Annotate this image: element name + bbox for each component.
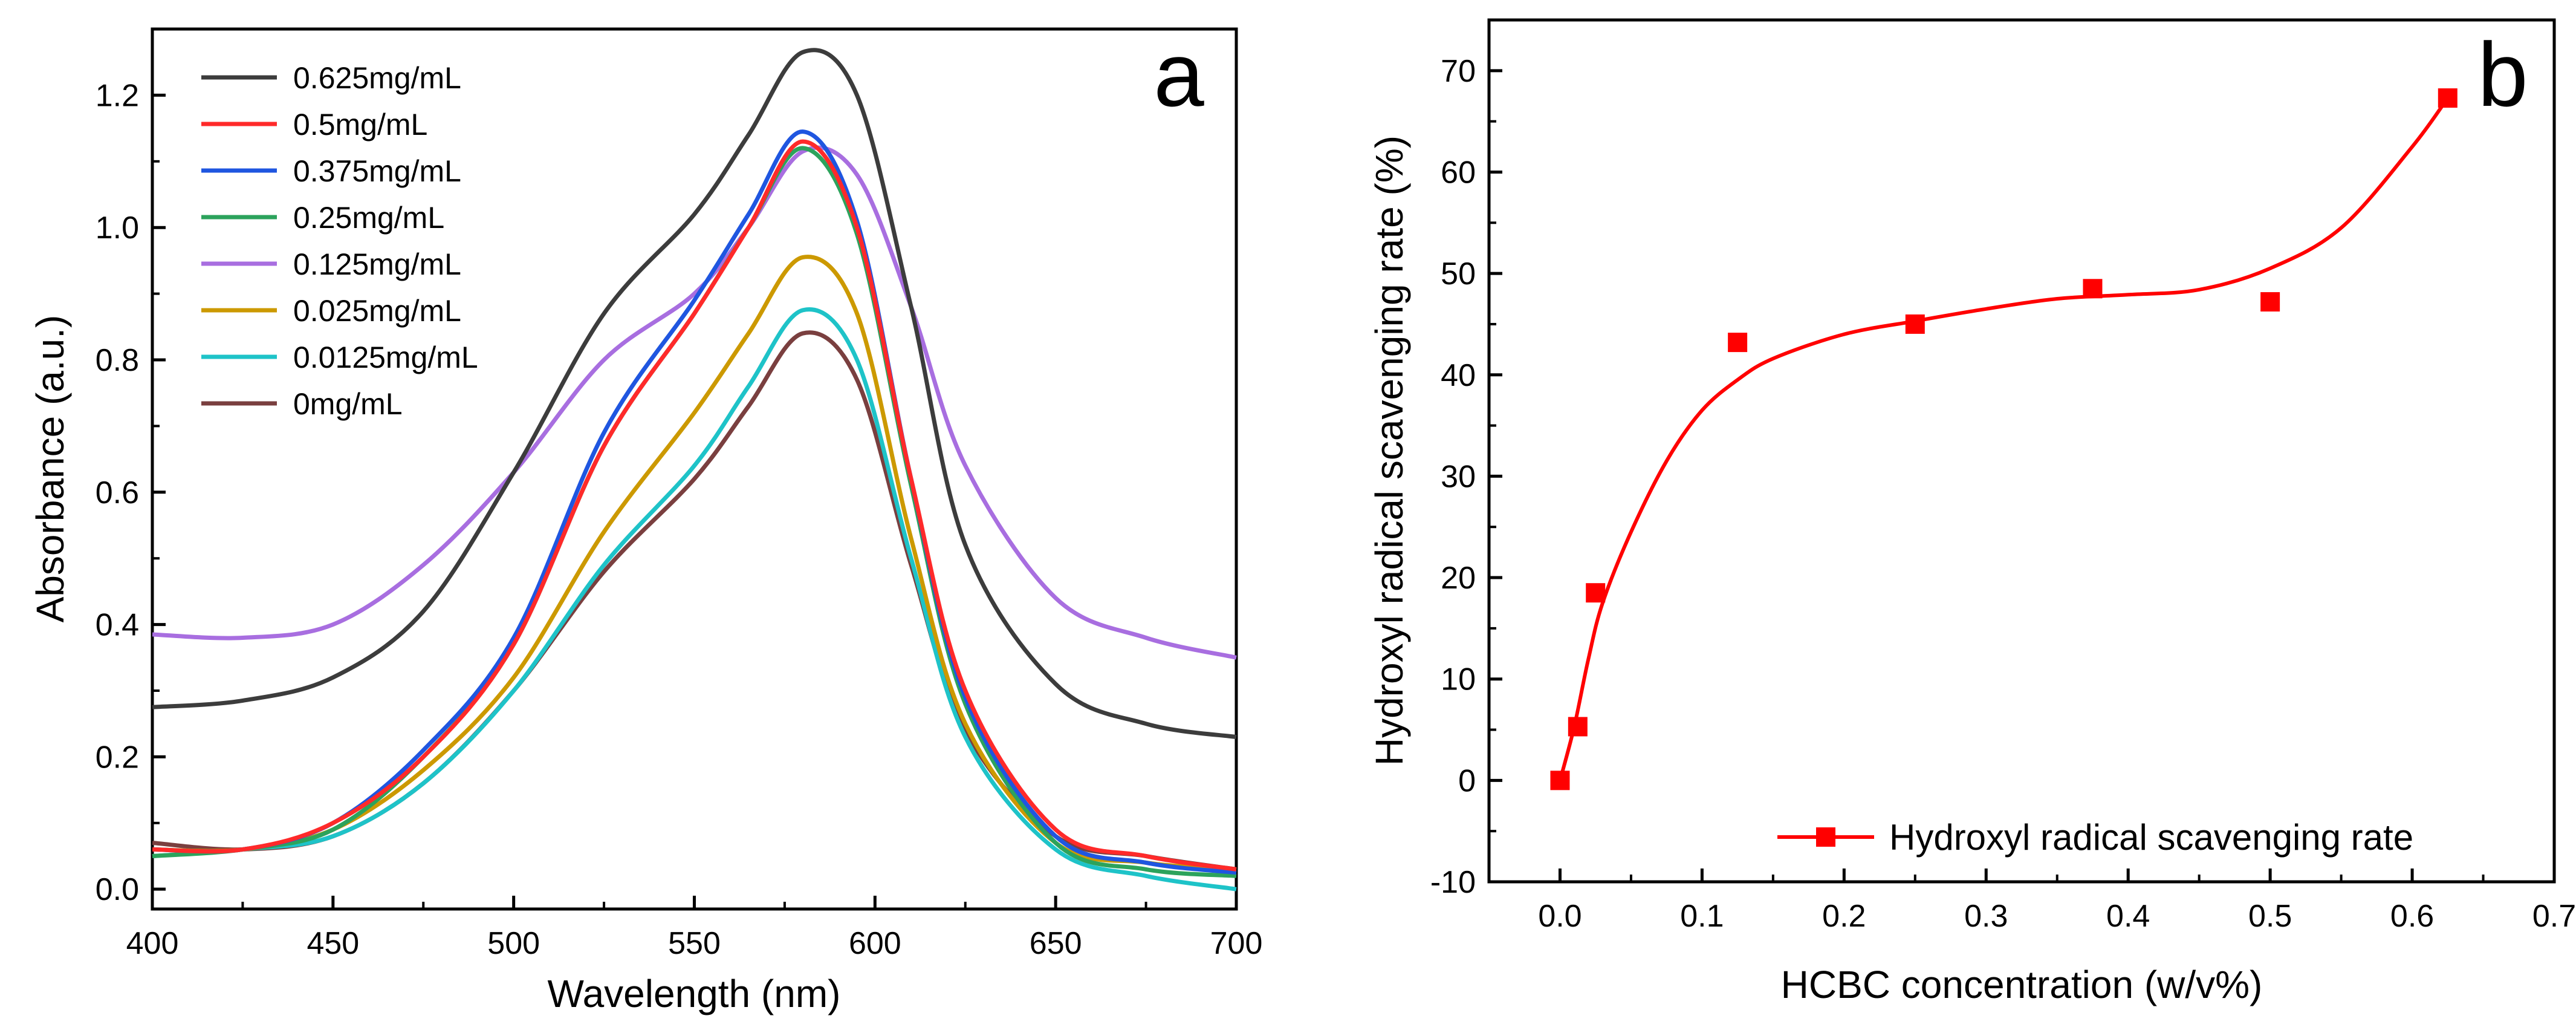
panel-a-series-line (152, 48, 1237, 740)
panel-b-fit-curve (1558, 97, 2450, 781)
panel-a-legend-label: 0.375mg/mL (293, 154, 461, 188)
panel-a-y-ticks: 0.0 0.2 0.4 0.6 0.8 1.0 1.2 (96, 78, 166, 907)
panel-b-x-tick-label: 0.5 (2248, 899, 2292, 934)
panel-a-legend-label: 0.625mg/mL (293, 61, 461, 95)
panel-a-y-tick-label: 0.4 (96, 608, 139, 643)
panel-b-x-tick-label: 0.6 (2390, 899, 2434, 934)
panel-a-legend-label: 0mg/mL (293, 387, 403, 421)
panel-b-chart: 0.0 0.1 0.2 0.3 0.4 0.5 0.6 0.7 -10 0 10 20 30 40 50 6… (1367, 18, 2576, 1006)
panel-b-x-tick-label: 0.7 (2532, 899, 2576, 934)
panel-a-x-tick-label: 650 (1030, 926, 1082, 961)
panel-a-y-tick-label: 0.8 (96, 343, 139, 378)
panel-b-x-tick-label: 0.4 (2106, 899, 2150, 934)
panel-a-series-line (152, 139, 1237, 872)
panel-b-y-tick-label: -10 (1430, 865, 1476, 900)
panel-a-x-ticks: 400 450 500 550 600 650 700 (126, 896, 1263, 961)
panel-a-legend: 0.625mg/mL 0.5mg/mL 0.375mg/mL 0.25mg/mL 0.1… (201, 61, 478, 421)
panel-b-data-point (1568, 717, 1588, 737)
panel-a-legend-label: 0.25mg/mL (293, 201, 444, 235)
panel-a-y-axis-title: Absorbance (a.u.) (28, 315, 72, 623)
panel-a-series-line (152, 129, 1237, 875)
panel-b-y-tick-label: 40 (1441, 358, 1476, 393)
panel-b-data-point (1728, 333, 1748, 353)
panel-a-letter: a (1153, 24, 1204, 125)
panel-b-x-axis-title: HCBC concentration (w/v%) (1781, 963, 2263, 1006)
panel-b-points (1550, 88, 2458, 790)
panel-a-x-tick-label: 700 (1210, 926, 1263, 961)
panel-b-y-tick-label: 10 (1441, 662, 1476, 697)
panel-a-y-tick-label: 1.2 (96, 78, 139, 113)
panel-b-x-tick-label: 0.0 (1538, 899, 1582, 934)
panel-a-y-tick-label: 0.2 (96, 740, 139, 775)
panel-b-data-point (1586, 583, 1606, 603)
panel-a-y-tick-label: 0.6 (96, 475, 139, 510)
panel-b-y-tick-label: 20 (1441, 561, 1476, 596)
panel-a-series-line (152, 307, 1237, 891)
panel-b-y-tick-label: 50 (1441, 256, 1476, 292)
panel-b-data-point (2438, 88, 2458, 108)
panel-b-legend-marker (1816, 827, 1835, 847)
panel-a-y-tick-label: 0.0 (96, 872, 139, 907)
panel-a-x-tick-label: 400 (126, 926, 179, 961)
panel-b-fit-curve-group (1558, 97, 2450, 781)
panel-b-frame (1487, 18, 2556, 884)
panel-a-legend-label: 0.0125mg/mL (293, 341, 478, 374)
panel-b-data-point (2260, 292, 2280, 312)
panel-a-x-tick-label: 600 (849, 926, 901, 961)
panel-b-x-tick-label: 0.3 (1964, 899, 2008, 934)
panel-b-y-tick-label: 70 (1441, 54, 1476, 89)
panel-a-x-tick-label: 500 (487, 926, 540, 961)
panel-a-legend-label: 0.025mg/mL (293, 294, 461, 328)
panel-a-curves (152, 48, 1237, 891)
panel-a-x-axis-title: Wavelength (nm) (548, 972, 841, 1015)
panel-b-data-point (1550, 771, 1570, 790)
panel-b-y-tick-label: 60 (1441, 155, 1476, 190)
panel-b-data-point (1905, 314, 1925, 334)
panel-b-x-ticks: 0.0 0.1 0.2 0.3 0.4 0.5 0.6 0.7 (1488, 868, 2576, 934)
panel-a-chart: 400 450 500 550 600 650 700 0.0 0.2 0.4 0.6 0.8 1.0… (28, 24, 1262, 1015)
panel-b-y-tick-label: 30 (1441, 459, 1476, 494)
panel-a-legend-label: 0.125mg/mL (293, 247, 461, 281)
panel-a-series-line (152, 255, 1237, 872)
panel-b-y-tick-label: 0 (1458, 763, 1476, 798)
panel-b-letter: b (2477, 24, 2528, 125)
panel-b-data-point (2083, 279, 2103, 299)
panel-b-x-tick-label: 0.1 (1680, 899, 1724, 934)
panel-b-x-tick-label: 0.2 (1822, 899, 1866, 934)
panel-a-x-tick-label: 550 (668, 926, 721, 961)
panel-b-y-ticks: -10 0 10 20 30 40 50 60 70 (1430, 54, 1502, 900)
panel-b-legend-label: Hydroxyl radical scavenging rate (1889, 817, 2413, 858)
panel-a-y-tick-label: 1.0 (96, 210, 139, 246)
panel-b-y-axis-title: Hydroxyl radical scavenging rate (%) (1367, 135, 1411, 766)
panel-a-legend-label: 0.5mg/mL (293, 108, 427, 142)
panel-a-x-tick-label: 450 (307, 926, 359, 961)
panel-b-legend: Hydroxyl radical scavenging rate (1777, 817, 2413, 858)
